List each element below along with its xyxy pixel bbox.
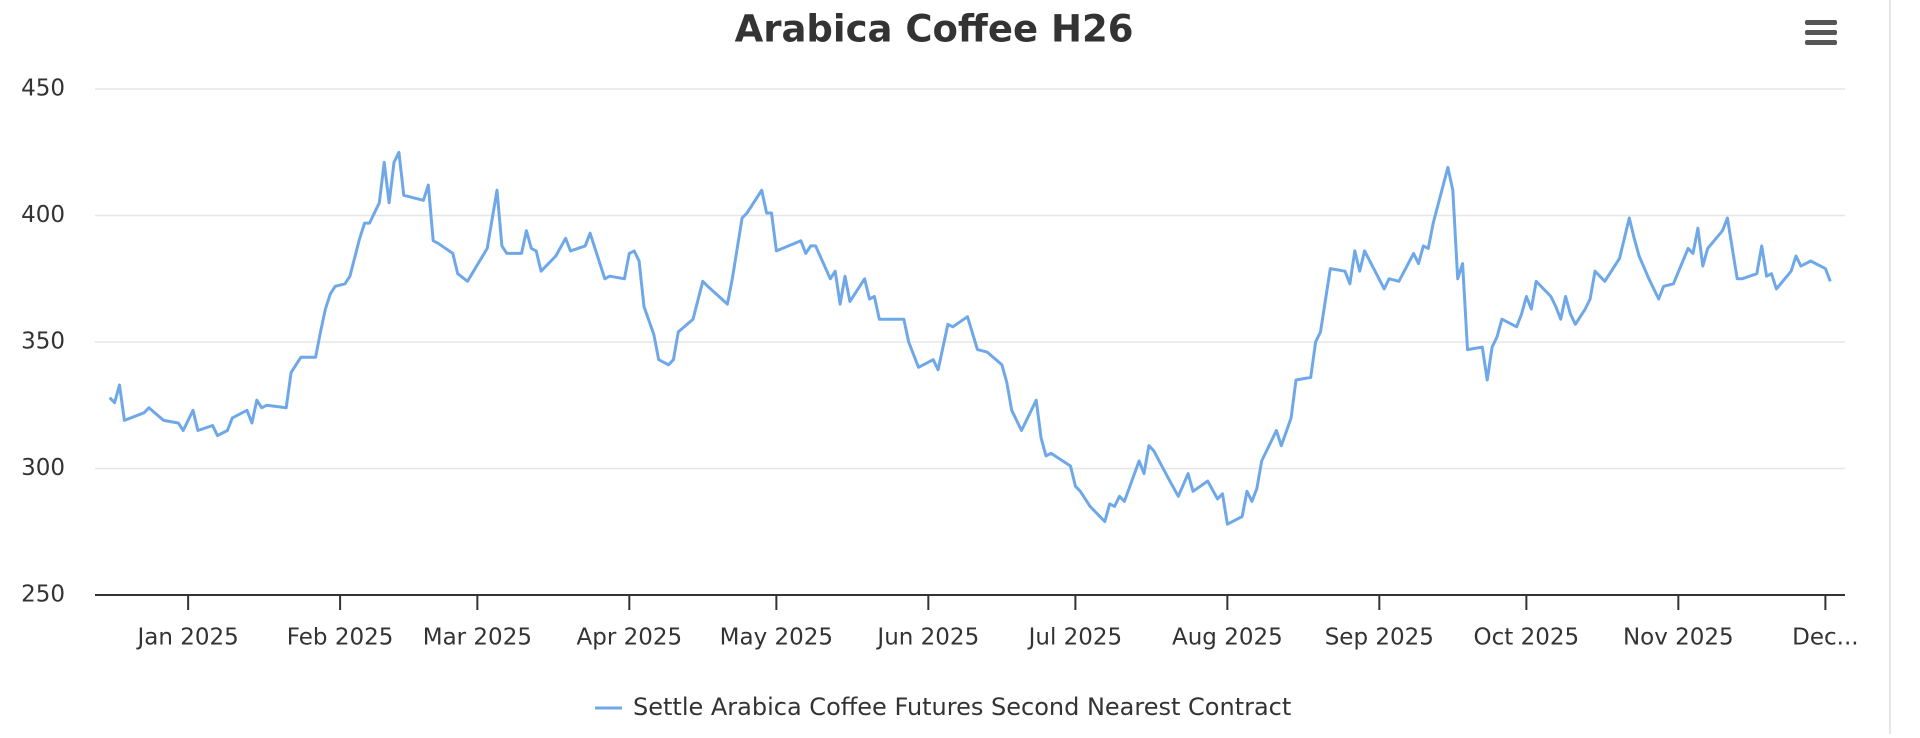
x-tick-label: Sep 2025 [1325, 625, 1434, 651]
chart-title: Arabica Coffee H26 [735, 8, 1134, 51]
x-tick-label: Jun 2025 [875, 625, 979, 651]
menu-button[interactable] [1805, 20, 1837, 45]
y-tick-label: 400 [21, 202, 65, 228]
y-tick-label: 450 [21, 76, 65, 102]
x-tick-label: Jul 2025 [1027, 625, 1123, 651]
x-tick-label: May 2025 [720, 625, 833, 651]
x-tick-label: Nov 2025 [1623, 625, 1734, 651]
x-tick-label: Apr 2025 [576, 625, 682, 651]
x-tick-label: Oct 2025 [1474, 625, 1580, 651]
x-tick-label: Jan 2025 [135, 625, 238, 651]
y-tick-label: 250 [21, 582, 65, 608]
x-tick-label: Feb 2025 [287, 625, 394, 651]
data-line [108, 150, 1832, 526]
y-tick-label: 300 [21, 455, 65, 481]
x-tick-label: Dec... [1792, 625, 1858, 651]
y-tick-label: 350 [21, 329, 65, 355]
x-tick-label: Aug 2025 [1172, 625, 1283, 651]
legend-label: Settle Arabica Coffee Futures Second Nea… [633, 693, 1291, 721]
x-tick-label: Mar 2025 [423, 625, 532, 651]
